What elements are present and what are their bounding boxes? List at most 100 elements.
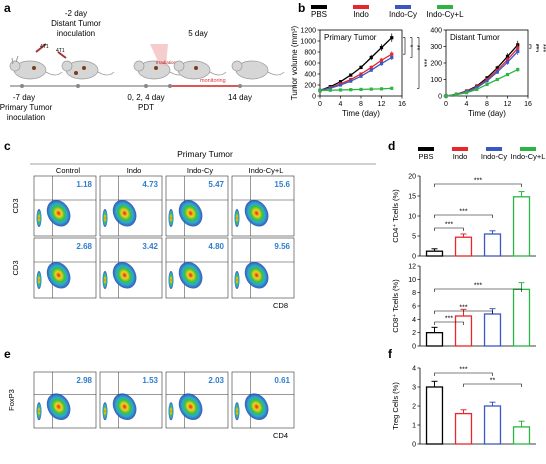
cell-population [234, 271, 240, 289]
data-point [338, 80, 343, 84]
data-point [475, 86, 479, 90]
significance-marker: *** [420, 59, 427, 67]
data-point [359, 74, 363, 78]
data-point [495, 66, 499, 70]
significance-bracket [434, 310, 493, 314]
y-tick-label: 0 [438, 94, 442, 101]
data-point [485, 76, 489, 80]
irradiation-beam [150, 44, 168, 66]
data-point [495, 77, 499, 82]
x-tick-label: 12 [504, 101, 512, 108]
panel-letter-c: c [4, 139, 11, 153]
significance-bracket [434, 214, 493, 218]
y-tick-label: 0 [412, 254, 416, 261]
cell-population [178, 393, 203, 421]
significance-bracket [410, 37, 413, 58]
cell-population [46, 199, 71, 227]
y-tick-label: 400 [430, 28, 442, 35]
data-point [516, 49, 520, 54]
cell-population [178, 199, 203, 227]
significance-marker: ** [532, 44, 539, 50]
flow-cytometry-grid: Control Indo Indo-Cy Indo-Cy+L CD3 CD4 1.18 4.7… [7, 166, 295, 440]
y-tick-label: 10 [408, 214, 416, 221]
quadrant-percentage: 9.56 [274, 242, 290, 251]
quadrant-percentage: 2.98 [76, 376, 92, 385]
data-point [369, 55, 373, 60]
cell-population [234, 209, 240, 227]
flow-header: Primary Tumor [177, 149, 233, 159]
series-line [319, 56, 393, 92]
label-primary-tumor: Primary Tumor [0, 103, 53, 112]
data-point [328, 88, 332, 92]
quadrant-percentage: 3.42 [142, 242, 158, 251]
data-point [369, 87, 373, 91]
chart-title: Primary Tumor [324, 33, 377, 42]
legend-swatch [311, 5, 327, 9]
bar [454, 315, 473, 347]
legend-tcells: PBS Indo Indo-Cy Indo-Cy+L [418, 147, 545, 161]
x-tick-label: 8 [359, 101, 363, 108]
y-tick-label: 3 [412, 385, 416, 392]
legend-label: PBS [311, 10, 327, 19]
panel-letter-f: f [388, 347, 393, 361]
data-point [359, 87, 363, 91]
y-tick-label: 20 [408, 174, 416, 181]
legend-swatch [520, 147, 536, 151]
flow-column-label: Indo-Cy [187, 166, 214, 175]
data-point [390, 36, 394, 40]
cell-label: 4T1 [56, 48, 65, 54]
flow-y-axis-label: FoxP3 [7, 389, 16, 411]
y-tick-label: 4 [412, 317, 416, 324]
y-axis-label: CD8⁺ Tcells (%) [391, 279, 400, 333]
quadrant-percentage: 4.73 [142, 180, 158, 189]
label-pdt: PDT [138, 103, 154, 112]
timeline-dot [76, 84, 80, 88]
quadrant-percentage: 1.53 [142, 376, 158, 385]
cell-population [46, 393, 71, 421]
chart-cd8-tcells: 0 2 4 6 8 10 12 CD8⁺ Tcells (%) *** *** *** [391, 264, 536, 351]
data-point [475, 87, 479, 91]
bar [512, 426, 531, 445]
bar [483, 233, 502, 257]
y-tick-label: 2 [412, 330, 416, 337]
x-tick-label: 4 [339, 101, 343, 108]
panel-letter-d: d [388, 139, 395, 153]
y-axis-label: Tumor volume (mm³) [290, 25, 299, 100]
significance-marker: *** [474, 283, 482, 290]
bar [425, 386, 444, 445]
cell-population [102, 402, 108, 421]
cell-label: 4T1 [40, 44, 49, 50]
y-tick-label: 0 [412, 442, 416, 449]
legend-swatch [437, 5, 453, 9]
x-tick-label: 16 [398, 101, 406, 108]
data-point [328, 86, 332, 90]
y-axis-label: Treg Cells (%) [391, 382, 400, 430]
y-tick-label: 0 [312, 94, 316, 101]
data-point [349, 73, 353, 77]
y-tick-label: 6 [412, 304, 416, 311]
chart-cd4-tcells: 0 5 10 15 20 CD4⁺ Tcells (%) *** *** *** [391, 174, 536, 261]
significance-bracket [434, 288, 522, 292]
significance-bracket [463, 383, 522, 387]
flow-y-axis-label: CD3 [11, 198, 20, 213]
label-inoculation-1: inoculation [7, 113, 45, 122]
legend-swatch [353, 5, 369, 9]
data-point [349, 77, 353, 82]
data-point [516, 68, 520, 72]
significance-marker: *** [459, 209, 467, 216]
chart-title: Distant Tumor [450, 33, 500, 42]
bar [512, 196, 531, 257]
quadrant-percentage: 2.68 [76, 242, 92, 251]
data-point [379, 58, 384, 62]
chart-distant-tumor-volume: 0 4 8 12 16 0 100 200 300 400 Time (day) Distant Tu… [430, 28, 546, 119]
x-tick-label: 0 [444, 101, 448, 108]
cell-population [112, 393, 137, 421]
significance-marker: *** [474, 178, 482, 185]
flow-x-axis-label: CD4 [273, 431, 288, 440]
x-tick-label: 0 [318, 101, 322, 108]
significance-marker: *** [445, 222, 453, 229]
label-distant-tumor: Distant Tumor [51, 19, 101, 28]
bar [425, 332, 444, 347]
y-tick-label: 600 [304, 61, 316, 68]
